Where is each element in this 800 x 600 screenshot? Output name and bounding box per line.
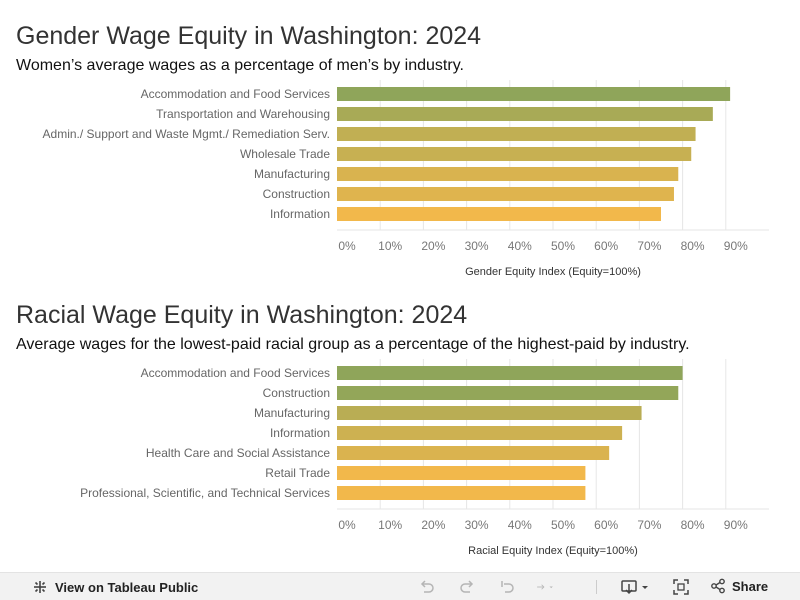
tick-label: 30%	[465, 518, 489, 532]
bar	[337, 187, 674, 201]
category-label: Accommodation and Food Services	[141, 366, 330, 380]
revert-icon[interactable]	[498, 578, 516, 596]
download-icon[interactable]	[620, 578, 652, 596]
racial-chart-subtitle: Average wages for the lowest-paid racial…	[16, 336, 690, 353]
tableau-logo-icon	[34, 581, 46, 593]
bar	[337, 426, 623, 440]
gender-chart-title: Gender Wage Equity in Washington: 2024	[16, 22, 482, 50]
toolbar-separator	[596, 580, 597, 594]
gender-chart-subtitle: Women’s average wages as a percentage of…	[16, 57, 464, 74]
category-label: Health Care and Social Assistance	[146, 446, 330, 460]
category-label: Wholesale Trade	[240, 147, 330, 161]
bar	[337, 87, 731, 101]
tick-label: 40%	[508, 239, 532, 253]
undo-icon[interactable]	[418, 578, 436, 596]
view-on-tableau-link[interactable]: View on Tableau Public	[32, 579, 198, 595]
tick-label: 60%	[594, 518, 618, 532]
tick-label: 90%	[724, 518, 748, 532]
tick-label: 30%	[465, 239, 489, 253]
tick-label: 0%	[338, 518, 356, 532]
bar	[337, 366, 683, 380]
racial-equity-bar-chart: Accommodation and Food Services Construct…	[80, 359, 769, 557]
redo-icon[interactable]	[458, 578, 476, 596]
bar	[337, 446, 610, 460]
tick-label: 20%	[421, 518, 445, 532]
tick-label: 70%	[637, 518, 661, 532]
x-axis-title: Gender Equity Index (Equity=100%)	[465, 266, 641, 278]
tick-label: 20%	[421, 239, 445, 253]
category-label: Accommodation and Food Services	[141, 87, 330, 101]
refresh-icon[interactable]	[536, 578, 554, 596]
tableau-toolbar: View on Tableau Public Share	[0, 572, 800, 600]
share-icon	[711, 578, 725, 594]
view-on-tableau-label: View on Tableau Public	[55, 579, 199, 595]
bar	[337, 207, 661, 221]
tick-label: 10%	[378, 239, 402, 253]
category-label: Retail Trade	[265, 466, 330, 480]
category-label: Information	[270, 207, 330, 221]
bar	[337, 107, 713, 121]
racial-chart-title: Racial Wage Equity in Washington: 2024	[16, 301, 468, 329]
tick-label: 0%	[338, 239, 356, 253]
category-label: Information	[270, 426, 330, 440]
category-label: Manufacturing	[254, 406, 330, 420]
tick-label: 10%	[378, 518, 402, 532]
tick-label: 40%	[508, 518, 532, 532]
category-label: Construction	[263, 386, 330, 400]
tick-label: 50%	[551, 239, 575, 253]
bar	[337, 486, 586, 500]
gender-equity-bar-chart: Accommodation and Food Services Transport…	[43, 80, 769, 278]
category-label: Transportation and Warehousing	[156, 107, 330, 121]
category-label: Construction	[263, 187, 330, 201]
tick-label: 60%	[594, 239, 618, 253]
category-label: Professional, Scientific, and Technical …	[80, 486, 330, 500]
category-label: Manufacturing	[254, 167, 330, 181]
share-button[interactable]: Share	[710, 578, 768, 594]
bar	[337, 386, 679, 400]
bar	[337, 167, 679, 181]
bar	[337, 466, 586, 480]
fullscreen-icon[interactable]	[672, 578, 690, 596]
bar	[337, 406, 642, 420]
tick-label: 50%	[551, 518, 575, 532]
tick-label: 70%	[637, 239, 661, 253]
bar	[337, 127, 696, 141]
x-axis-title: Racial Equity Index (Equity=100%)	[468, 545, 638, 557]
bar	[337, 147, 692, 161]
tick-label: 80%	[681, 239, 705, 253]
share-label: Share	[732, 578, 769, 594]
category-label: Admin./ Support and Waste Mgmt./ Remedia…	[43, 127, 330, 141]
tick-label: 80%	[681, 518, 705, 532]
tick-label: 90%	[724, 239, 748, 253]
